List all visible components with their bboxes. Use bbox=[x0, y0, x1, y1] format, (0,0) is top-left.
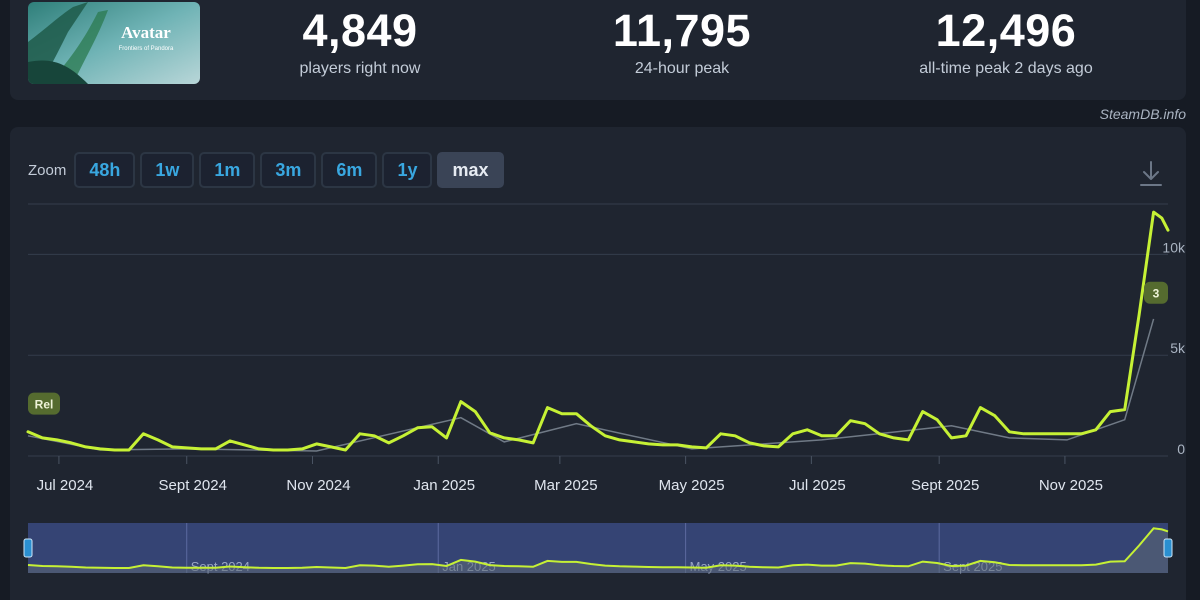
zoom-48h-button[interactable]: 48h bbox=[74, 152, 136, 188]
game-logo-subtitle: Frontiers of Pandora bbox=[119, 46, 174, 52]
game-logo-image: Avatar Frontiers of Pandora bbox=[28, 2, 200, 84]
stat-current-players: 4,849 players right now bbox=[210, 6, 510, 80]
x-tick-label: Sept 2024 bbox=[159, 477, 227, 494]
download-button[interactable] bbox=[1138, 159, 1164, 189]
y-tick-label: 10k bbox=[1162, 239, 1186, 255]
navigator-right-handle[interactable] bbox=[1163, 538, 1173, 558]
stat-value: 11,795 bbox=[612, 5, 752, 56]
zoom-1w-button[interactable]: 1w bbox=[140, 152, 195, 188]
x-axis-ticks: Jul 2024 Sept 2024 Nov 2024 Jan 2025 Mar 202… bbox=[37, 456, 1103, 494]
player-count-chart[interactable]: 0 5k 10k Jul 2024 Sept 2024 Nov 2024 Jan 2025… bbox=[10, 127, 1186, 600]
game-thumbnail[interactable]: Avatar Frontiers of Pandora bbox=[28, 2, 200, 84]
zoom-1y-button[interactable]: 1y bbox=[382, 152, 433, 188]
x-tick-label: Jan 2025 bbox=[413, 477, 475, 494]
stat-label: 24-hour peak bbox=[634, 60, 730, 77]
zoom-3m-button[interactable]: 3m bbox=[260, 152, 317, 188]
navigator-area bbox=[28, 528, 1168, 573]
x-tick-label: Nov 2024 bbox=[286, 477, 350, 494]
stat-label: players right now bbox=[299, 60, 421, 77]
stat-24h-peak: 11,795 24-hour peak bbox=[532, 6, 832, 80]
series-layer bbox=[26, 210, 1170, 452]
grid-layer bbox=[28, 203, 1168, 457]
stat-value: 4,849 bbox=[302, 5, 418, 56]
annotation-layer: Rel 3 bbox=[28, 281, 1168, 415]
stat-value: 12,496 bbox=[935, 5, 1077, 56]
annotation-label: 3 bbox=[1153, 287, 1160, 301]
y-axis-ticks: 0 5k 10k bbox=[1162, 239, 1186, 457]
x-tick-label: Jul 2025 bbox=[789, 477, 846, 494]
y-tick-label: 0 bbox=[1177, 441, 1185, 457]
game-logo-title: Avatar bbox=[121, 23, 171, 42]
annotation-flag[interactable]: Rel bbox=[28, 392, 60, 415]
x-tick-label: Nov 2025 bbox=[1039, 477, 1103, 494]
zoom-bar: Zoom 48h 1w 1m 3m 6m 1y max bbox=[28, 152, 509, 188]
x-tick-label: Jul 2024 bbox=[37, 477, 94, 494]
navigator-left-handle[interactable] bbox=[23, 538, 33, 558]
stats-card: Avatar Frontiers of Pandora 4,849 player… bbox=[10, 0, 1186, 100]
series-line[interactable] bbox=[26, 210, 1170, 452]
shadow-series-line bbox=[27, 318, 1155, 452]
stat-label: all-time peak 2 days ago bbox=[919, 60, 1093, 77]
annotation-label: Rel bbox=[35, 398, 54, 412]
zoom-max-button[interactable]: max bbox=[437, 152, 504, 188]
navigator-series-line bbox=[27, 527, 1169, 570]
x-tick-label: May 2025 bbox=[659, 477, 725, 494]
zoom-label: Zoom bbox=[28, 161, 67, 179]
source-credit[interactable]: SteamDB.info bbox=[1099, 106, 1186, 122]
zoom-6m-button[interactable]: 6m bbox=[321, 152, 378, 188]
chart-card: Zoom 48h 1w 1m 3m 6m 1y max 0 5k 10k Jul 2… bbox=[10, 127, 1186, 600]
x-tick-label: Mar 2025 bbox=[534, 477, 597, 494]
annotation-flag[interactable]: 3 bbox=[1144, 281, 1168, 304]
download-icon bbox=[1140, 161, 1162, 186]
y-tick-label: 5k bbox=[1170, 340, 1186, 356]
stat-all-time-peak: 12,496 all-time peak 2 days ago bbox=[856, 6, 1156, 80]
zoom-1m-button[interactable]: 1m bbox=[199, 152, 256, 188]
x-tick-label: Sept 2025 bbox=[911, 477, 979, 494]
